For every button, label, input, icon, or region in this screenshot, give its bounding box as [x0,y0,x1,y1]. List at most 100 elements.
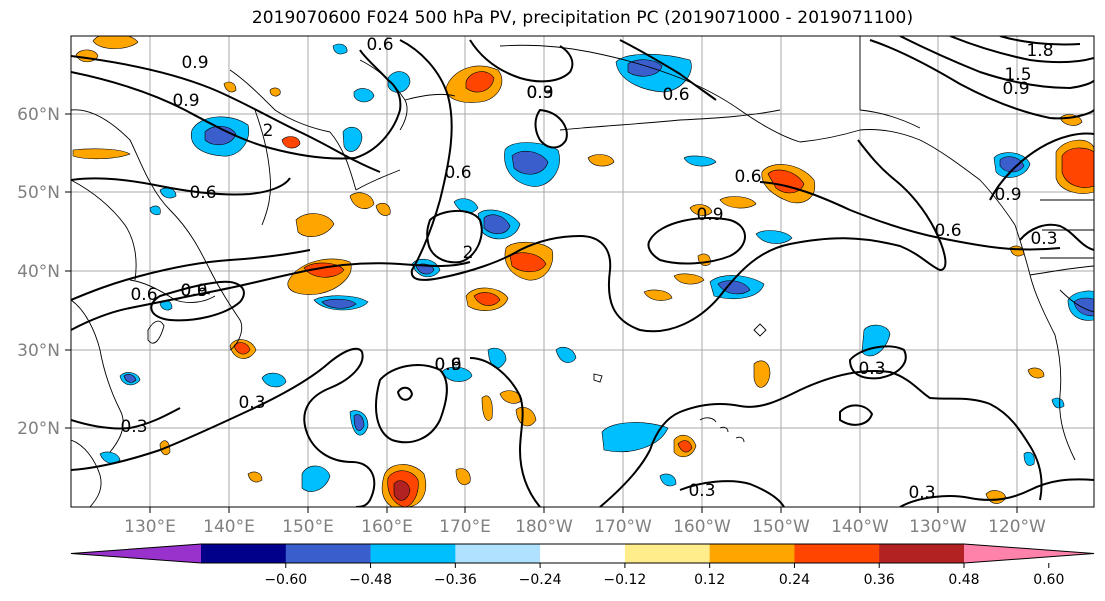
lon-label: 130°W [909,517,967,537]
coastline [1014,224,1076,461]
precip-blob [753,360,771,388]
colorbar-segment [370,544,456,563]
colorbar-outline [70,543,1095,564]
coastline [329,131,357,191]
pv-contour [647,217,746,265]
pv-contour [71,49,402,160]
pv-contour [839,404,874,426]
precip-blob [1061,147,1094,188]
precip-blob [295,213,335,237]
latitude-labels: 60°N 50°N 40°N 30°N 20°N [17,105,60,439]
pv-contour [426,210,483,264]
contour-label: 0.3 [526,83,553,103]
coastline [71,439,102,507]
coastline [499,44,801,143]
precip-blob [349,192,375,209]
precip-blob [441,366,473,382]
colorbar-tick-label: 0.48 [948,572,979,588]
lat-label: 60°N [17,105,60,125]
precip-blob [627,59,663,77]
precip-blob [719,196,757,209]
precip-blob [269,87,281,97]
pv-contour [469,39,574,83]
lat-label: 40°N [17,262,60,282]
map-title: 2019070600 F024 500 hPa PV, precipitatio… [251,8,914,28]
precip-blob [393,480,411,501]
precip-blob [281,136,301,149]
precip-blob [332,43,348,55]
precip-blob [223,81,237,93]
lon-label: 140°E [203,517,255,537]
contour-label: 0.6 [434,355,461,375]
pv-contour [848,345,907,380]
pv-contour [71,249,311,301]
precip-blob [689,204,713,216]
lat-label: 50°N [17,183,60,203]
colorbar-tick-label: 0.60 [1033,572,1064,588]
contour-label: 0.9 [181,53,208,73]
colorbar-tick-label: −0.60 [264,572,307,588]
colorbar-segment [709,544,795,563]
precip-blob [455,468,471,485]
coastline [799,129,1016,226]
contour-label: 0.6 [180,281,207,301]
precip-blob [473,292,501,306]
precip-blob [99,451,121,464]
precip-blob [767,169,805,194]
precip-blob [511,150,549,175]
precip-blob [387,71,411,93]
contour-label: 0.6 [366,35,393,55]
contour-label: 0.9 [696,205,723,225]
coastline [753,323,767,337]
pv-contour [71,55,381,173]
precip-blob [483,214,511,235]
lon-label: 180°W [515,517,573,537]
precip-blob [261,372,287,388]
precip-blob [233,342,251,355]
pv-contour [150,280,245,322]
colorbar-tick-label: −0.36 [434,572,477,588]
colorbar-tick-label: 0.24 [779,572,810,588]
coastline [1029,265,1094,276]
colorbar-tick-label: −0.12 [603,572,646,588]
precip-blob [204,125,237,146]
coastline [593,373,603,383]
pv-contour [71,177,291,196]
precip-blob [247,471,263,483]
precip-blob [342,126,363,152]
lon-label: 150°E [282,517,334,537]
precip-blob [861,324,891,357]
lon-label: 120°W [988,517,1046,537]
colorbar-extend-high [964,544,1094,563]
colorbar-segment [455,544,541,563]
pv-contour [396,386,414,401]
lat-label: 20°N [17,419,60,439]
contour-label: 0.6 [130,285,157,305]
contour-label: 0.3 [688,481,715,501]
lon-label: 130°E [124,517,176,537]
pv-contour [759,181,1061,251]
pv-contour [619,39,717,101]
precip-blob [1051,397,1065,409]
colorbar-segment [540,544,626,563]
precip-blob [453,198,479,214]
contour-label: 0.3 [858,359,885,379]
precip-blob [677,440,693,453]
contour-label: 2 [263,121,274,141]
pv-contour [534,108,568,149]
coastline [699,417,745,443]
coastline [859,36,921,129]
pv-contour [399,39,947,333]
precip-blob [301,465,331,492]
axis-ticks [65,113,1018,513]
precip-blob [353,88,375,103]
pv-contour [375,364,448,444]
colorbar-segment [794,544,880,563]
contour-label: 0.9 [180,281,207,301]
lon-label: 170°E [439,517,491,537]
pv-contour [71,261,471,331]
precip-blob [321,298,357,309]
longitude-labels: 130°E 140°E 150°E 160°E 170°E 180°W 170°… [124,517,1046,537]
colorbar-tick-label: −0.48 [349,572,392,588]
contour-label: 2 [463,243,474,263]
